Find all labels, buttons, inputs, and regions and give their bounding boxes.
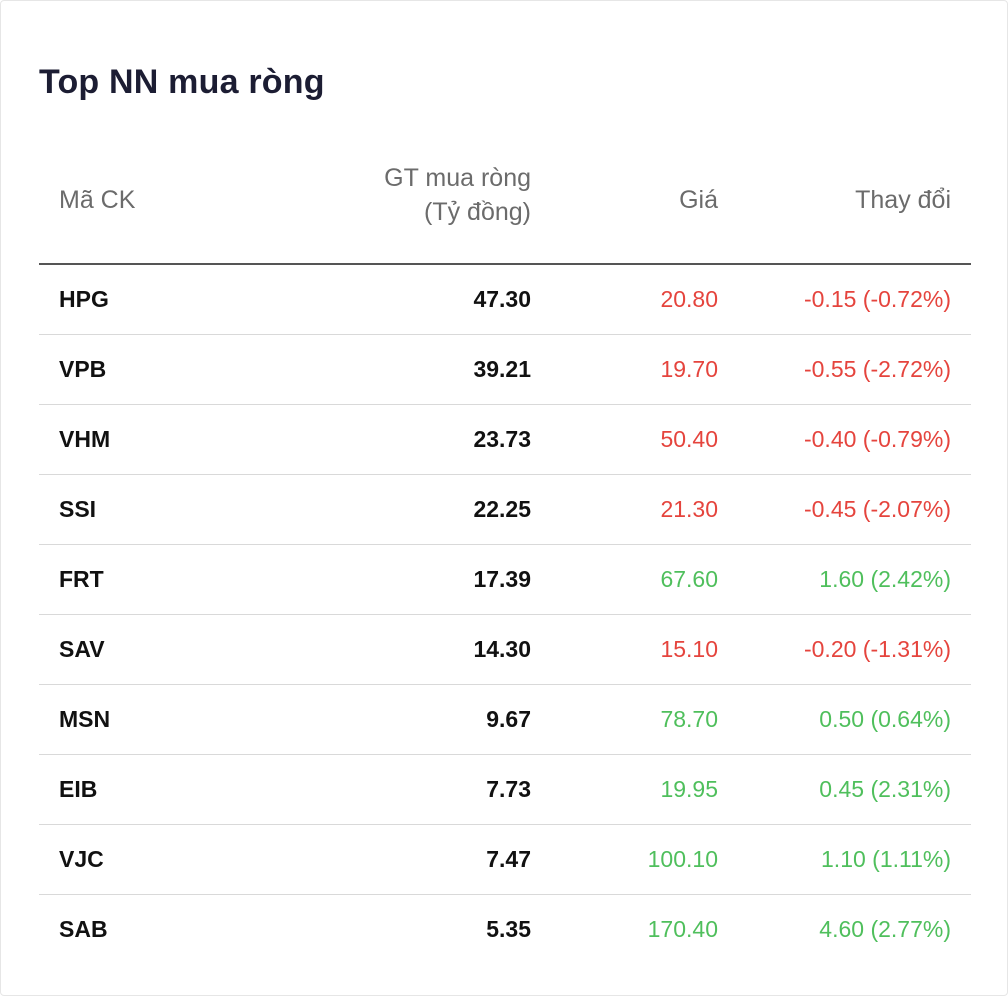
table-body: HPG 47.30 20.80 -0.15 (-0.72%) VPB 39.21… bbox=[39, 265, 971, 964]
price: 67.60 bbox=[660, 566, 718, 592]
stock-code[interactable]: SAV bbox=[59, 636, 105, 662]
price-change: 1.10 (1.11%) bbox=[821, 846, 951, 872]
header-net-buy-value-line2: (Tỷ đồng) bbox=[424, 198, 531, 226]
header-net-buy-value: GT mua ròng (Tỷ đồng) bbox=[384, 161, 531, 229]
price-change: 1.60 (2.42%) bbox=[819, 566, 951, 592]
stock-code[interactable]: EIB bbox=[59, 776, 98, 802]
net-buy-value: 9.67 bbox=[486, 706, 531, 732]
price-change: -0.45 (-2.07%) bbox=[803, 496, 951, 522]
table-row[interactable]: SSI 22.25 21.30 -0.45 (-2.07%) bbox=[39, 475, 971, 545]
price: 15.10 bbox=[660, 636, 718, 662]
net-buy-value: 22.25 bbox=[473, 496, 531, 522]
widget-title: Top NN mua ròng bbox=[39, 63, 325, 101]
price: 20.80 bbox=[660, 286, 718, 312]
net-buy-value: 14.30 bbox=[473, 636, 531, 662]
header-price: Giá bbox=[679, 186, 718, 214]
net-buy-value: 5.35 bbox=[486, 916, 531, 942]
table-row[interactable]: VHM 23.73 50.40 -0.40 (-0.79%) bbox=[39, 405, 971, 475]
net-buy-value: 47.30 bbox=[473, 286, 531, 312]
price: 21.30 bbox=[660, 496, 718, 522]
price-change: -0.40 (-0.79%) bbox=[803, 426, 951, 452]
header-net-buy-value-line1: GT mua ròng bbox=[384, 164, 531, 192]
net-buy-value: 39.21 bbox=[473, 356, 531, 382]
table-row[interactable]: SAV 14.30 15.10 -0.20 (-1.31%) bbox=[39, 615, 971, 685]
net-buy-value: 7.47 bbox=[486, 846, 531, 872]
stock-code[interactable]: MSN bbox=[59, 706, 111, 732]
table-row[interactable]: VJC 7.47 100.10 1.10 (1.11%) bbox=[39, 825, 971, 895]
net-buy-value: 23.73 bbox=[473, 426, 531, 452]
price-change: 4.60 (2.77%) bbox=[819, 916, 951, 942]
price-change: 0.45 (2.31%) bbox=[819, 776, 951, 802]
header-change: Thay đổi bbox=[855, 186, 951, 214]
net-buy-value: 17.39 bbox=[473, 566, 531, 592]
stock-code[interactable]: SAB bbox=[59, 916, 108, 942]
table-row[interactable]: FRT 17.39 67.60 1.60 (2.42%) bbox=[39, 545, 971, 615]
header-code: Mã CK bbox=[59, 186, 136, 214]
stock-code[interactable]: VJC bbox=[59, 846, 104, 872]
price: 100.10 bbox=[647, 846, 718, 872]
table-header: Mã CK GT mua ròng (Tỷ đồng) Giá Thay đổi bbox=[39, 151, 971, 265]
price: 19.70 bbox=[660, 356, 718, 382]
stock-code[interactable]: HPG bbox=[59, 286, 109, 312]
price: 50.40 bbox=[660, 426, 718, 452]
price-change: -0.20 (-1.31%) bbox=[803, 636, 951, 662]
price-change: 0.50 (0.64%) bbox=[819, 706, 951, 732]
table-row[interactable]: HPG 47.30 20.80 -0.15 (-0.72%) bbox=[39, 265, 971, 335]
table-row[interactable]: EIB 7.73 19.95 0.45 (2.31%) bbox=[39, 755, 971, 825]
stock-code[interactable]: FRT bbox=[59, 566, 104, 592]
table-row[interactable]: VPB 39.21 19.70 -0.55 (-2.72%) bbox=[39, 335, 971, 405]
table-row[interactable]: MSN 9.67 78.70 0.50 (0.64%) bbox=[39, 685, 971, 755]
price: 78.70 bbox=[660, 706, 718, 732]
price-change: -0.55 (-2.72%) bbox=[803, 356, 951, 382]
price: 19.95 bbox=[660, 776, 718, 802]
net-buy-value: 7.73 bbox=[486, 776, 531, 802]
price-change: -0.15 (-0.72%) bbox=[803, 286, 951, 312]
stock-code[interactable]: SSI bbox=[59, 496, 97, 522]
table-row[interactable]: SAB 5.35 170.40 4.60 (2.77%) bbox=[39, 895, 971, 964]
price: 170.40 bbox=[647, 916, 718, 942]
stock-code[interactable]: VHM bbox=[59, 426, 111, 452]
net-buy-table: Mã CK GT mua ròng (Tỷ đồng) Giá Thay đổi… bbox=[39, 151, 971, 964]
stock-code[interactable]: VPB bbox=[59, 356, 107, 382]
